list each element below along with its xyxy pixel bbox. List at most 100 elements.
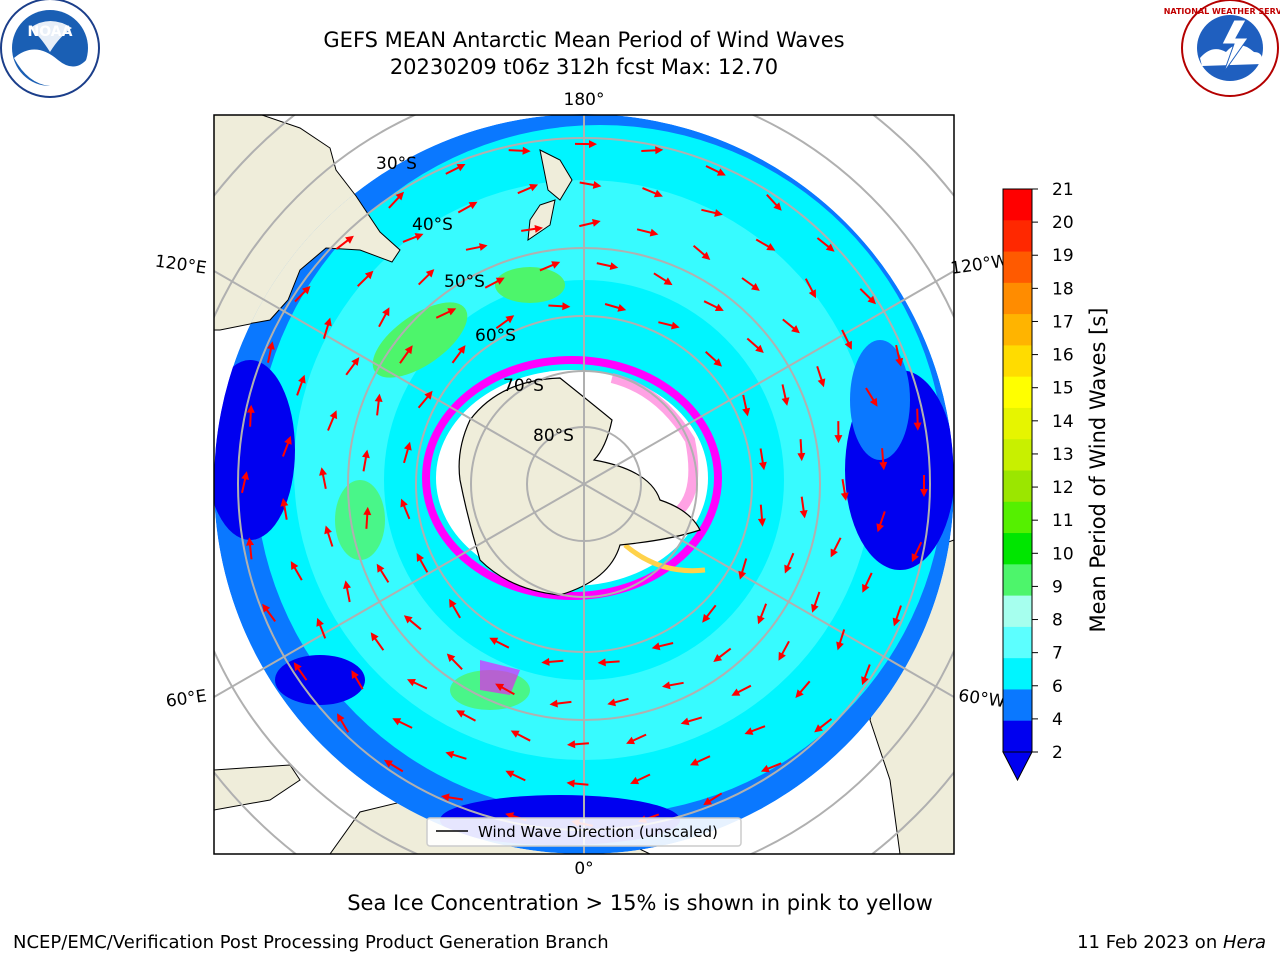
colorbar-tick-label: 2 — [1052, 743, 1063, 763]
colorbar-tick-label: 17 — [1052, 312, 1074, 332]
chart-title: GEFS MEAN Antarctic Mean Period of Wind … — [323, 28, 845, 52]
lon-label-180: 180° — [564, 90, 605, 110]
footer-credit: NCEP/EMC/Verification Post Processing Pr… — [13, 932, 609, 953]
wave-direction-arrowhead — [876, 523, 884, 533]
noaa-logo-text: NOAA — [28, 24, 73, 40]
wave-direction-arrowhead — [663, 277, 673, 286]
colorbar-swatch — [1003, 407, 1032, 440]
colorbar-tick-label: 4 — [1052, 710, 1063, 730]
wave-direction-arrowhead — [290, 561, 299, 570]
colorbar-tick-label: 18 — [1052, 279, 1074, 299]
wave-direction-arrowhead — [607, 698, 616, 707]
colorbar-frame — [1002, 188, 1033, 753]
wave-direction-arrowhead — [302, 285, 311, 295]
wave-direction-arrowhead — [892, 617, 901, 627]
colorbar-tick-label: 20 — [1052, 213, 1074, 233]
colorbar-swatch — [1003, 626, 1032, 659]
lon-label-120w: 120°W — [949, 251, 1009, 279]
colorbar-swatch — [1003, 595, 1032, 628]
wave-direction-arrowhead — [836, 641, 844, 651]
wave-direction-arrowhead — [246, 404, 255, 413]
wave-direction-arrowhead — [362, 449, 370, 459]
wave-direction-arrowhead — [495, 683, 505, 691]
wave-direction-arrowhead — [495, 277, 505, 285]
wave-direction-arrowhead — [589, 140, 597, 149]
map-frame — [213, 114, 955, 855]
colorbar-tick-label: 21 — [1052, 180, 1074, 200]
colorbar-swatch — [1003, 689, 1032, 722]
nws-logo-text: NATIONAL WEATHER SERVICE — [1164, 7, 1280, 16]
colorbar-tick-label: 15 — [1052, 379, 1074, 399]
chart-subtitle: 20230209 t06z 312h fcst Max: 12.70 — [389, 55, 779, 79]
wave-direction-arrowhead — [766, 243, 776, 251]
wave-direction-arrowhead — [867, 295, 876, 305]
lon-label-120e: 120°E — [154, 252, 208, 279]
wave-direction-arrowhead — [716, 168, 726, 176]
lat-label-80s: 80°S — [533, 426, 574, 446]
map-legend: Wind Wave Direction (unscaled) — [426, 817, 742, 847]
wave-direction-arrowhead — [830, 548, 838, 558]
lon-label-60e: 60°E — [165, 686, 208, 711]
wave-direction-arrowhead — [781, 397, 790, 406]
colorbar-tick-label: 7 — [1052, 644, 1063, 664]
lat-label-50s: 50°S — [444, 272, 485, 292]
wave-direction-arrowhead — [298, 374, 306, 384]
wave-direction-arrowhead — [351, 357, 360, 366]
wave-direction-arrowhead — [844, 340, 852, 350]
wave-direction-arrowhead — [680, 717, 690, 726]
colorbar-tick-label: 12 — [1052, 478, 1074, 498]
wave-direction-arrowhead — [425, 269, 435, 278]
wave-direction-arrowhead — [731, 688, 741, 696]
wave-direction-arrowhead — [911, 553, 919, 563]
wave-direction-arrowhead — [755, 344, 764, 353]
wave-direction-arrowhead — [541, 657, 550, 666]
wave-direction-arrowhead — [343, 580, 351, 589]
footer-date: 11 Feb 2023 on Hera — [1077, 932, 1266, 953]
wave-direction-arrowhead — [479, 243, 488, 251]
wave-direction-arrowhead — [551, 261, 561, 269]
wave-direction-arrowhead — [840, 492, 849, 501]
wave-direction-arrowhead — [414, 233, 424, 241]
colorbar-tick-label: 8 — [1052, 611, 1063, 631]
colorbar: 21 20 19 18 17 16 15 14 13 12 11 10 9 8 7 6 4 2 — [1002, 180, 1074, 782]
wave-direction-arrowhead — [404, 441, 412, 451]
wave-direction-arrowhead — [778, 651, 786, 661]
wave-direction-arrowhead — [329, 410, 338, 420]
wave-direction-arrowhead — [456, 164, 466, 172]
noaa-logo: NOAA — [0, 0, 100, 98]
wave-direction-arrowhead — [400, 498, 408, 508]
wave-direction-arrowhead — [246, 537, 254, 546]
wave-direction-arrowhead — [799, 510, 808, 519]
nws-logo: NATIONAL WEATHER SERVICE — [1164, 0, 1280, 97]
wind-wave-arrows — [241, 140, 928, 827]
wave-direction-arrowhead — [447, 308, 457, 316]
wave-direction-arrowhead — [441, 793, 450, 802]
wave-direction-arrowhead — [505, 315, 515, 324]
colorbar-swatch — [1003, 314, 1032, 346]
wave-direction-arrowhead — [713, 358, 722, 367]
colorbar-tick-label: 10 — [1052, 544, 1074, 564]
wave-direction-arrowhead — [795, 689, 804, 698]
wave-direction-arrowhead — [351, 670, 359, 679]
colorbar-tick-label: 16 — [1052, 346, 1074, 366]
wave-direction-arrowhead — [869, 397, 878, 407]
lat-label-40s: 40°S — [412, 215, 453, 235]
wave-direction-arrowhead — [702, 613, 711, 623]
wave-direction-arrowhead — [713, 654, 723, 662]
colorbar-swatch — [1003, 220, 1032, 253]
wave-direction-arrowhead — [416, 553, 424, 562]
wave-direction-arrowhead — [392, 718, 402, 726]
wave-direction-arrowhead — [714, 303, 724, 311]
wave-direction-arrowhead — [592, 181, 602, 189]
colorbar-swatch — [1003, 251, 1032, 284]
wave-direction-arrowhead — [617, 304, 627, 312]
wave-direction-arrowhead — [316, 617, 324, 627]
wave-direction-arrowhead — [449, 598, 457, 608]
wave-direction-arrowhead — [562, 302, 571, 311]
wave-direction-arrowhead — [814, 724, 823, 733]
lat-label-70s: 70°S — [503, 376, 544, 396]
wave-direction-arrowhead — [797, 452, 806, 462]
wave-direction-arrowhead — [861, 676, 869, 686]
wave-direction-arrowhead — [879, 461, 888, 471]
